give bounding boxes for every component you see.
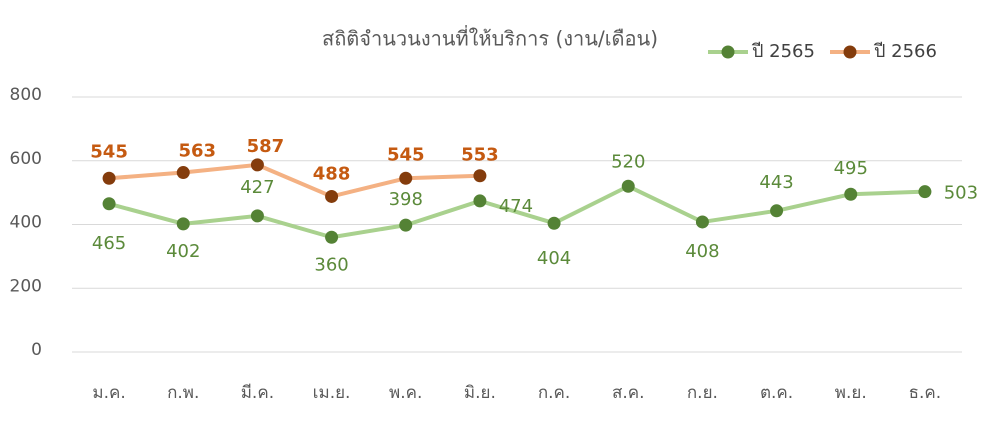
x-tick-label: ก.พ. <box>167 383 199 403</box>
marker <box>547 216 561 230</box>
legend-marker <box>721 45 735 59</box>
series-line <box>108 162 480 199</box>
x-tick-label: ก.ค. <box>538 383 570 403</box>
marker <box>325 230 339 244</box>
data-label: 398 <box>389 189 423 210</box>
marker <box>918 185 932 199</box>
y-tick-label: 200 <box>10 276 42 296</box>
data-label: 495 <box>834 158 868 179</box>
marker <box>473 194 487 208</box>
x-tick-label: มิ.ย. <box>464 383 496 403</box>
y-tick-label: 800 <box>10 85 42 105</box>
y-tick-label: 0 <box>31 340 42 360</box>
marker <box>695 215 709 229</box>
data-label: 360 <box>314 254 348 275</box>
data-label: 587 <box>247 136 285 157</box>
x-tick-label: ต.ค. <box>760 383 793 403</box>
chart-title: สถิติจำนวนงานที่ให้บริการ (งาน/เดือน) <box>322 25 658 51</box>
data-label: 545 <box>90 141 128 162</box>
data-label: 503 <box>944 183 978 204</box>
y-tick-label: 600 <box>10 149 42 169</box>
marker <box>399 218 413 232</box>
data-label: 427 <box>240 177 274 198</box>
x-tick-label: ม.ค. <box>92 383 125 403</box>
data-label: 520 <box>611 151 645 172</box>
marker <box>250 209 264 223</box>
data-label: 404 <box>537 248 571 269</box>
marker <box>102 197 116 211</box>
data-label: 443 <box>759 172 793 193</box>
marker <box>176 217 190 231</box>
marker <box>176 166 190 180</box>
x-tick-label: พ.ย. <box>835 383 867 403</box>
marker <box>844 187 858 201</box>
y-tick-label: 400 <box>10 213 42 233</box>
data-label: 545 <box>387 144 425 165</box>
legend-label: ปี 2566 <box>874 41 937 62</box>
legend-label: ปี 2565 <box>752 41 815 62</box>
marker <box>250 158 264 172</box>
data-label: 563 <box>178 141 216 162</box>
marker <box>325 189 339 203</box>
data-label: 402 <box>166 241 200 262</box>
marker <box>473 169 487 183</box>
x-tick-label: ก.ย. <box>687 383 718 403</box>
x-tick-label: มี.ค. <box>241 383 274 403</box>
data-label: 474 <box>499 196 533 217</box>
marker <box>621 179 635 193</box>
x-tick-label: ส.ค. <box>612 383 645 403</box>
x-tick-label: พ.ค. <box>389 383 422 403</box>
x-tick-label: ธ.ค. <box>909 383 942 403</box>
data-label: 408 <box>685 241 719 262</box>
marker <box>399 171 413 185</box>
data-label: 488 <box>313 163 351 184</box>
marker <box>770 204 784 218</box>
series-line <box>108 184 925 240</box>
x-tick-label: เม.ย. <box>313 383 351 403</box>
data-label: 553 <box>461 145 499 166</box>
marker <box>102 171 116 185</box>
legend-marker <box>843 45 857 59</box>
data-label: 465 <box>92 233 126 254</box>
